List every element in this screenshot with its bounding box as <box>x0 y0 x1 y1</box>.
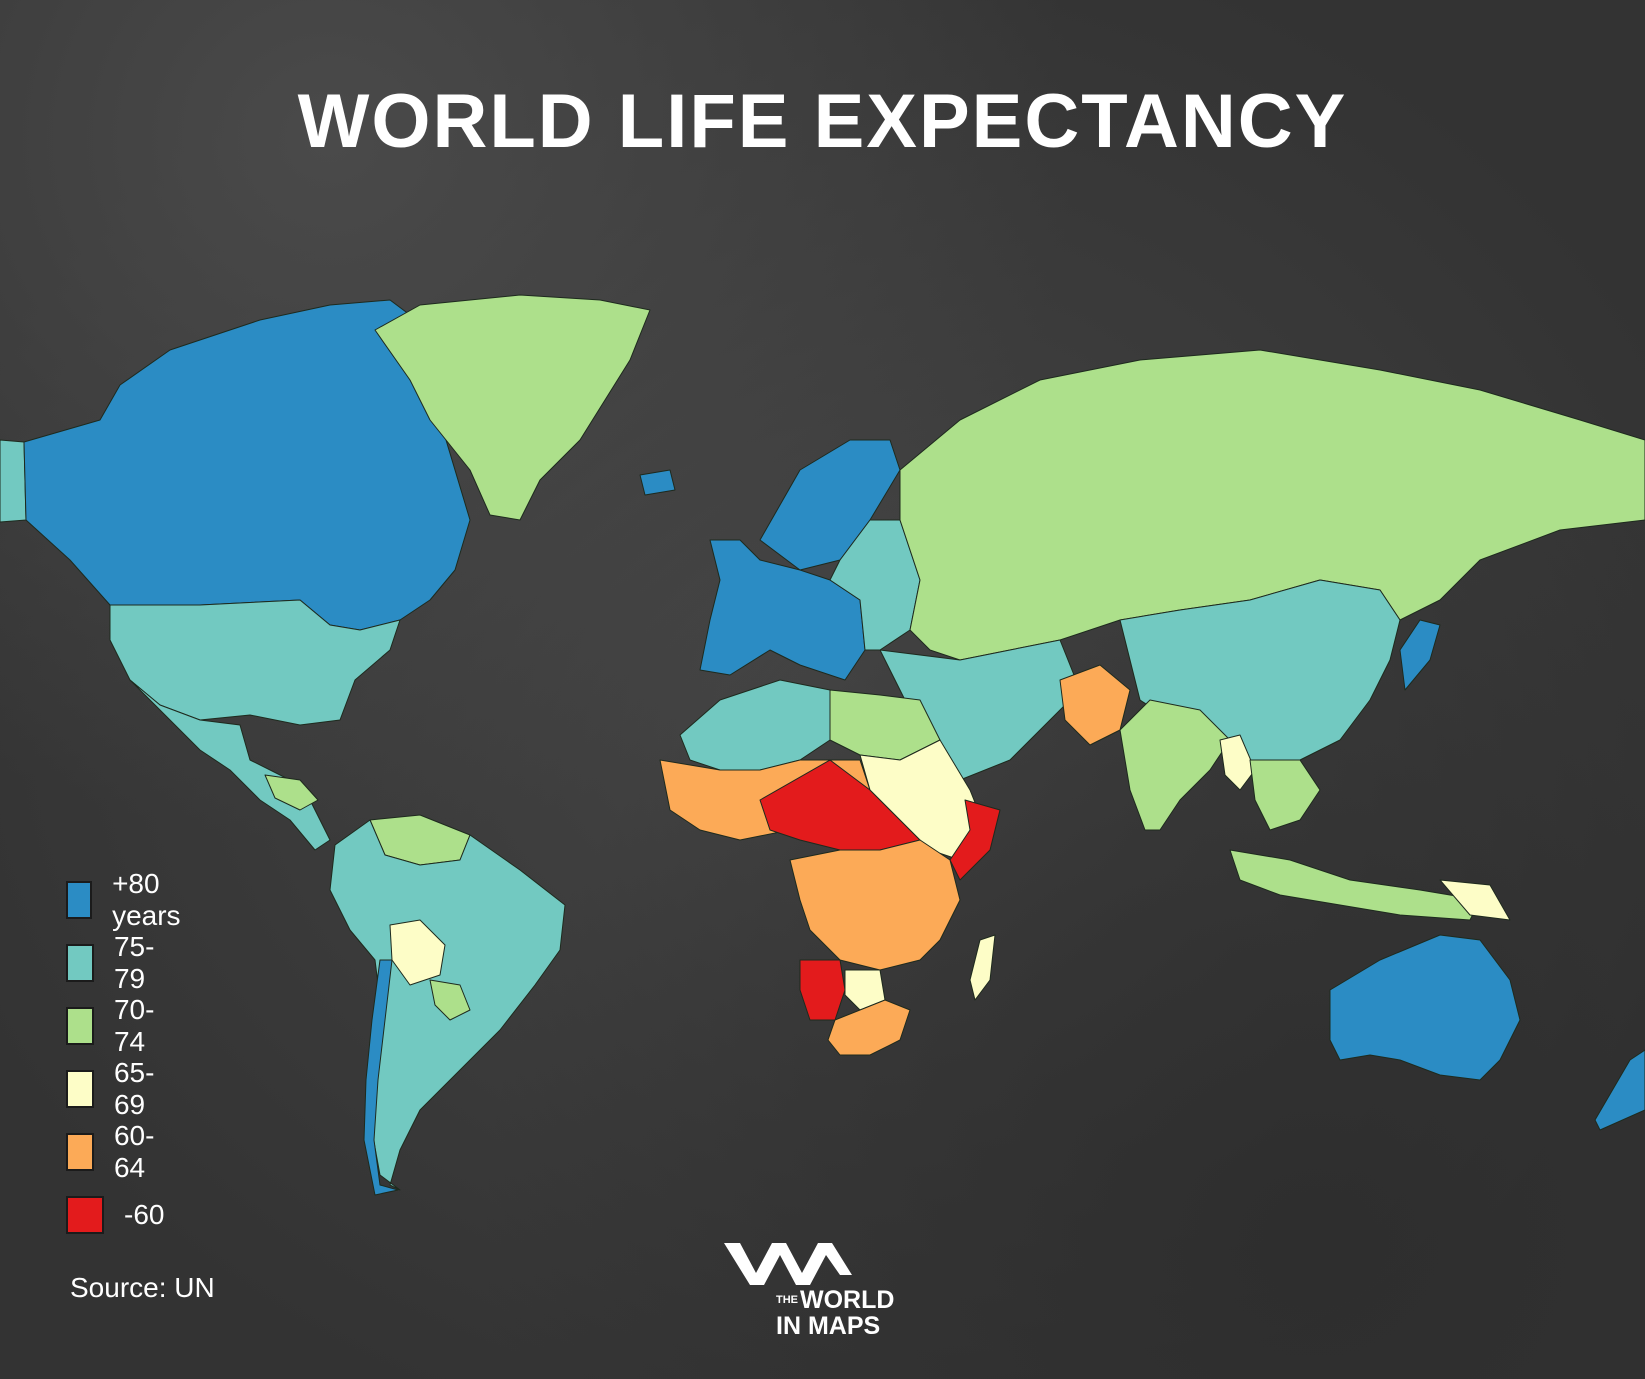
region-greenland <box>374 294 651 521</box>
legend-swatch <box>66 1007 94 1045</box>
region-iceland <box>639 469 676 496</box>
region-new-zealand <box>1594 1049 1645 1131</box>
region-papua-new-guinea <box>1439 879 1511 921</box>
legend-swatch <box>66 1133 94 1171</box>
region-somalia <box>949 799 1001 881</box>
brand-logo: THEWORLD IN MAPS <box>724 1225 924 1355</box>
source-note: Source: UN <box>70 1272 215 1303</box>
region-india <box>1119 699 1231 831</box>
region-eastern-europe <box>829 519 921 651</box>
brand-line-2: IN MAPS <box>776 1312 881 1340</box>
region-north-africa <box>679 679 831 771</box>
region-pakistan-afghanistan <box>1059 664 1131 746</box>
legend-label: 75-79 <box>113 931 155 994</box>
legend-swatch <box>66 881 93 919</box>
region-honduras-guatemala <box>264 774 319 811</box>
region-australia <box>1329 934 1521 1081</box>
region-namibia <box>799 959 846 1021</box>
region-western-europe <box>699 539 866 681</box>
region-mexico-central-america <box>129 679 331 851</box>
legend-label: 65-69 <box>113 1057 155 1120</box>
legend-swatch <box>66 1070 94 1108</box>
legend-swatch <box>66 1196 104 1234</box>
legend-label: 70-74 <box>113 994 155 1057</box>
legend-label: +80 years <box>112 868 181 931</box>
region-madagascar <box>969 934 996 1001</box>
legend-item: 75-79 <box>66 931 164 994</box>
brand-text: THEWORLD IN MAPS <box>776 1287 894 1339</box>
brand-small-text: THE <box>776 1294 798 1306</box>
region-south-africa <box>827 999 911 1056</box>
region-central-southern-africa <box>789 839 961 971</box>
region-alaska <box>0 439 27 523</box>
legend-item: 60-64 <box>66 1120 164 1183</box>
region-southeast-asia <box>1249 759 1321 831</box>
legend-swatch <box>66 944 94 982</box>
legend-item: 65-69 <box>66 1057 164 1120</box>
legend-label: 60-64 <box>113 1120 155 1183</box>
region-chile <box>363 959 399 1196</box>
wm-logo-icon <box>724 1243 852 1285</box>
legend-item: +80 years <box>66 868 192 931</box>
legend-item: -60 <box>66 1195 164 1235</box>
map-title: WORLD LIFE EXPECTANCY <box>297 79 1348 164</box>
legend-item: 70-74 <box>66 994 164 1057</box>
region-myanmar <box>1219 734 1256 791</box>
brand-line-1: WORLD <box>800 1286 895 1314</box>
region-paraguay <box>429 979 471 1021</box>
legend-label: -60 <box>124 1199 165 1230</box>
region-japan-korea <box>1399 619 1441 691</box>
region-indonesia <box>1229 849 1481 921</box>
